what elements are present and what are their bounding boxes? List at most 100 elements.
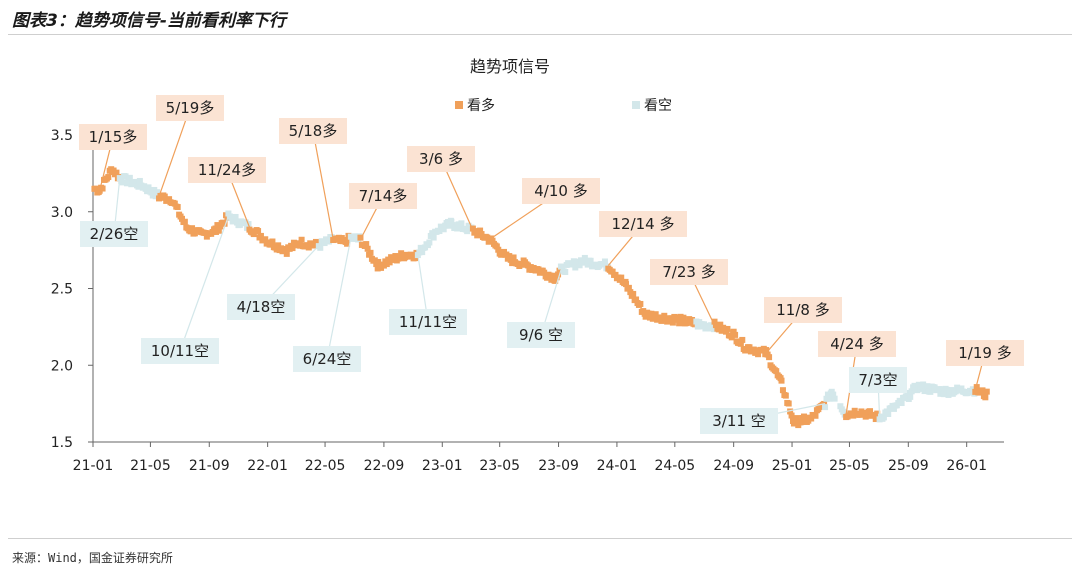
annotation-leader bbox=[312, 130, 334, 240]
short-signal-point bbox=[448, 218, 455, 225]
annotation-leader bbox=[158, 107, 191, 197]
x-tick-label: 23-09 bbox=[538, 458, 579, 474]
long-signal-point bbox=[312, 238, 319, 245]
long-signal-point bbox=[766, 354, 773, 361]
short-signal-point bbox=[880, 414, 887, 421]
long-signal-point bbox=[489, 237, 496, 244]
x-tick-label: 23-05 bbox=[479, 458, 520, 474]
short-signal-point bbox=[458, 220, 465, 227]
long-signal-point bbox=[495, 246, 502, 253]
long-signal-point bbox=[973, 384, 980, 391]
short-signal-point bbox=[826, 395, 833, 402]
long-signal-point bbox=[737, 340, 744, 347]
x-tick-label: 26-01 bbox=[946, 458, 987, 474]
long-signal-point bbox=[113, 169, 120, 176]
long-signal-point bbox=[812, 412, 819, 419]
long-signal-point bbox=[474, 232, 481, 239]
annotation-label: 12/14 多 bbox=[612, 215, 675, 233]
short-signal-point bbox=[601, 258, 608, 265]
short-signal-point bbox=[907, 393, 914, 400]
long-signal-point bbox=[874, 410, 881, 417]
short-signal-point bbox=[830, 391, 837, 398]
long-signal-point bbox=[676, 320, 683, 327]
legend-marker bbox=[455, 101, 463, 109]
long-signal-point bbox=[787, 408, 794, 415]
annotation-label: 3/11 空 bbox=[712, 412, 765, 430]
long-signal-point bbox=[555, 271, 562, 278]
long-signal-point bbox=[215, 227, 222, 234]
annotation-label: 7/23 多 bbox=[662, 263, 715, 281]
x-tick-label: 25-01 bbox=[772, 458, 813, 474]
long-signal-point bbox=[298, 236, 305, 243]
legend-label: 看多 bbox=[467, 97, 495, 114]
long-signal-point bbox=[166, 196, 173, 203]
long-signal-point bbox=[364, 245, 371, 252]
short-signal-point bbox=[559, 263, 566, 270]
annotation-box bbox=[227, 294, 295, 320]
annotation-label: 2/26空 bbox=[90, 225, 139, 243]
long-signal-point bbox=[642, 313, 649, 320]
short-signal-point bbox=[822, 404, 829, 411]
long-signal-point bbox=[661, 312, 668, 319]
x-tick-label: 21-01 bbox=[73, 458, 114, 474]
long-signal-point bbox=[658, 317, 665, 324]
long-signal-point bbox=[728, 334, 735, 341]
long-signal-point bbox=[212, 225, 219, 232]
annotation-box bbox=[507, 322, 575, 348]
axes: 1.5 2.0 2.5 3.0 3.5 21-01 21-05 21-09 22-01 22-05… bbox=[51, 127, 1004, 474]
annotation-box bbox=[946, 340, 1024, 366]
x-tick-label: 24-05 bbox=[654, 458, 695, 474]
long-signal-point bbox=[739, 336, 746, 343]
short-signal-point bbox=[920, 381, 927, 388]
x-tick-label: 25-05 bbox=[829, 458, 870, 474]
long-signal-point bbox=[755, 351, 762, 358]
long-signal-point bbox=[633, 296, 640, 303]
short-signal-point bbox=[232, 213, 239, 220]
long-signal-point bbox=[717, 321, 724, 328]
x-tick-label: 21-09 bbox=[189, 458, 230, 474]
long-signal-point bbox=[374, 265, 381, 272]
short-signal-point bbox=[885, 411, 892, 418]
long-signal-point bbox=[732, 331, 739, 338]
long-signal-point bbox=[851, 407, 858, 414]
annotation-box bbox=[764, 297, 842, 323]
annotation-label: 1/19 多 bbox=[958, 344, 1011, 362]
long-signal-point bbox=[712, 322, 719, 329]
short-signal-point bbox=[136, 177, 143, 184]
x-tick-label: 23-01 bbox=[422, 458, 463, 474]
annotation-leader bbox=[179, 216, 229, 352]
legend-label: 看空 bbox=[644, 98, 672, 114]
short-signal-point bbox=[440, 226, 447, 233]
long-signal-point bbox=[549, 272, 556, 279]
short-signal-point bbox=[132, 178, 139, 185]
annotation-label: 4/10 多 bbox=[534, 182, 587, 200]
x-tick-label: 24-01 bbox=[597, 458, 638, 474]
y-tick-label: 3.0 bbox=[51, 205, 73, 221]
annotation-box bbox=[522, 178, 600, 204]
y-tick-label: 2.5 bbox=[51, 282, 73, 298]
source-note: 来源：Wind，国金证券研究所 bbox=[12, 551, 173, 565]
long-signal-point bbox=[269, 238, 276, 245]
annotation-box bbox=[349, 183, 417, 209]
x-tick-label: 22-09 bbox=[364, 458, 405, 474]
short-signal-point bbox=[958, 385, 965, 392]
long-signal-point bbox=[367, 249, 374, 256]
annotation-label: 3/6 多 bbox=[419, 150, 463, 168]
annotation-label: 4/18空 bbox=[237, 298, 286, 316]
short-signal-point bbox=[436, 228, 443, 235]
long-signal-point bbox=[798, 419, 805, 426]
annotation-box bbox=[141, 338, 219, 364]
x-tick-label: 22-01 bbox=[247, 458, 288, 474]
short-signal-point bbox=[927, 388, 934, 395]
short-signal-point bbox=[584, 261, 591, 268]
long-signal-point bbox=[541, 269, 548, 276]
long-signal-point bbox=[92, 185, 99, 192]
long-signal-point bbox=[191, 230, 198, 237]
long-signal-point bbox=[181, 218, 188, 225]
long-signal-point bbox=[862, 413, 869, 420]
y-tick-label: 3.5 bbox=[51, 128, 73, 144]
annotation-label: 9/6 空 bbox=[519, 326, 563, 344]
short-signal-point bbox=[126, 174, 133, 181]
long-signal-point bbox=[724, 325, 731, 332]
annotation-label: 10/11空 bbox=[151, 342, 209, 360]
